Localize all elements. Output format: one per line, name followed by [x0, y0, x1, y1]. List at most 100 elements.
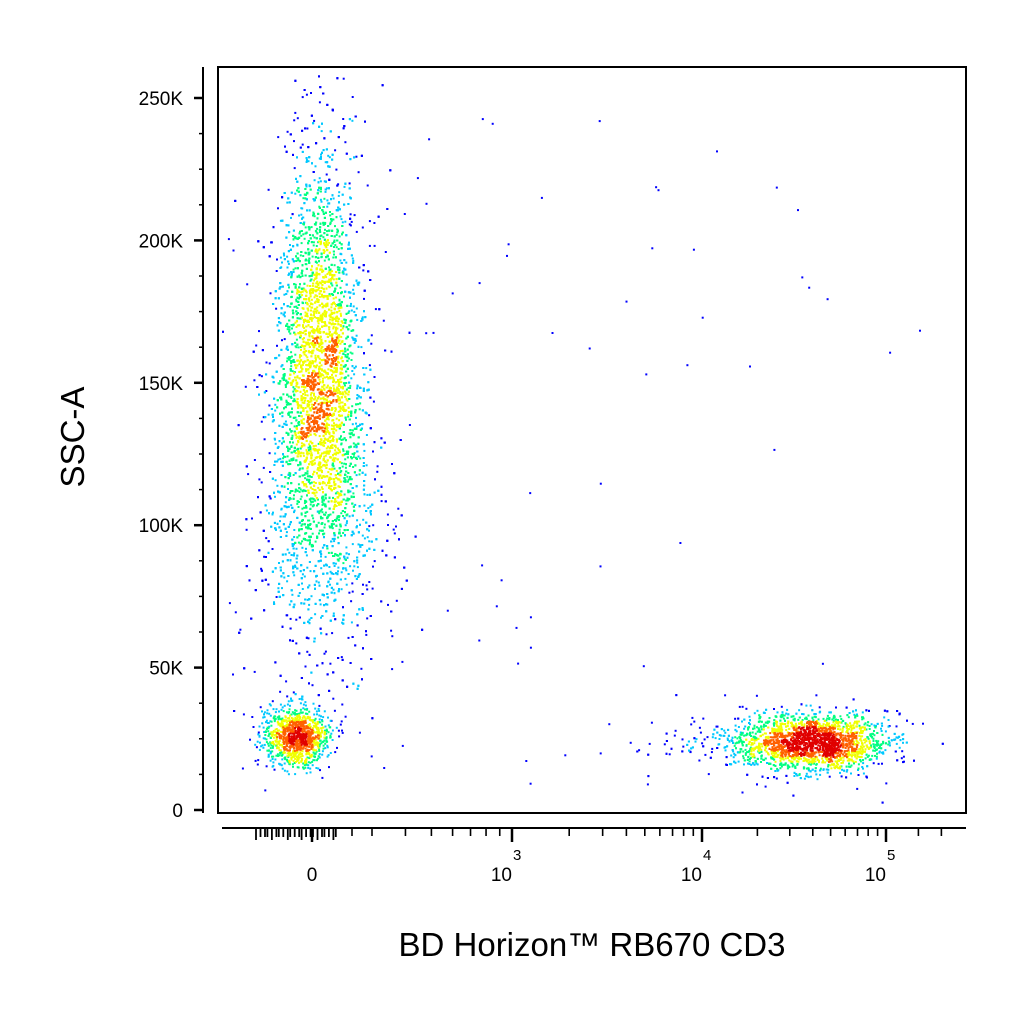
data-point — [873, 747, 876, 749]
data-point — [323, 523, 326, 526]
data-point — [321, 720, 324, 723]
data-point — [339, 523, 342, 526]
data-point — [348, 398, 351, 400]
data-point — [333, 532, 336, 535]
data-point — [279, 267, 282, 269]
data-point — [285, 379, 288, 382]
data-point — [384, 251, 387, 253]
data-point — [363, 554, 366, 557]
data-point — [324, 180, 327, 183]
data-point — [354, 365, 357, 368]
data-point — [335, 246, 338, 249]
data-point — [338, 557, 341, 560]
data-point — [307, 519, 310, 522]
data-point — [344, 384, 346, 387]
data-point — [292, 416, 295, 419]
data-point — [702, 717, 705, 720]
data-point — [749, 719, 751, 722]
data-point — [773, 719, 776, 722]
data-point — [271, 420, 274, 423]
data-point — [724, 694, 727, 697]
data-point — [310, 497, 312, 500]
data-point — [355, 279, 358, 282]
data-point — [331, 524, 333, 527]
data-point — [315, 767, 318, 769]
data-point — [258, 735, 261, 738]
data-point — [293, 393, 296, 396]
data-point — [351, 590, 354, 593]
data-point — [326, 233, 329, 236]
data-point — [847, 716, 850, 719]
data-point — [280, 312, 283, 315]
data-point — [880, 730, 883, 732]
data-point — [734, 761, 737, 764]
data-point — [307, 446, 310, 449]
data-point — [344, 364, 347, 367]
data-point — [340, 243, 343, 246]
data-point — [331, 527, 334, 530]
data-point — [270, 744, 273, 747]
data-point — [564, 754, 567, 757]
data-point — [245, 518, 248, 521]
data-point — [353, 373, 356, 376]
data-point — [299, 463, 302, 466]
data-point — [326, 593, 329, 595]
data-point — [266, 726, 269, 729]
data-point — [372, 524, 375, 527]
data-point — [276, 522, 279, 525]
data-point — [298, 286, 301, 289]
data-point — [749, 733, 751, 736]
data-point — [340, 262, 343, 264]
data-point — [305, 554, 308, 557]
data-point — [369, 615, 372, 617]
data-point — [738, 705, 741, 708]
data-point — [873, 730, 875, 732]
data-point — [318, 718, 321, 721]
data-point — [313, 755, 316, 758]
data-point — [358, 573, 361, 576]
data-point — [316, 757, 319, 760]
data-point — [828, 711, 831, 714]
data-point — [313, 119, 316, 122]
data-point — [309, 507, 312, 510]
data-point — [245, 565, 248, 568]
data-point — [323, 526, 326, 529]
data-point — [734, 754, 737, 757]
data-point — [814, 770, 817, 773]
data-point — [425, 332, 428, 335]
data-point — [288, 711, 291, 713]
data-point — [289, 559, 292, 562]
data-point — [276, 258, 278, 261]
data-point — [299, 542, 302, 545]
data-point — [289, 490, 292, 493]
data-point — [301, 540, 304, 543]
data-point — [344, 567, 347, 570]
data-point — [309, 570, 312, 573]
data-point — [285, 324, 288, 327]
data-point — [814, 767, 817, 770]
data-point — [706, 736, 709, 739]
data-point — [344, 290, 347, 293]
data-point — [295, 425, 298, 427]
data-point — [291, 316, 294, 319]
data-point — [821, 662, 824, 665]
data-point — [750, 763, 753, 766]
data-point — [302, 703, 305, 706]
data-point — [682, 745, 685, 748]
data-point — [308, 257, 311, 260]
data-point — [293, 449, 296, 452]
data-point — [283, 254, 286, 257]
data-point — [290, 324, 293, 326]
data-point — [342, 438, 345, 441]
data-point — [338, 467, 341, 470]
data-point — [306, 566, 309, 569]
data-point — [321, 719, 323, 721]
data-point — [342, 562, 345, 565]
data-point — [393, 532, 396, 535]
data-point — [300, 207, 303, 210]
data-point — [348, 324, 351, 327]
data-point — [316, 510, 319, 513]
data-point — [780, 765, 783, 768]
data-point — [366, 588, 369, 591]
data-point — [371, 587, 374, 590]
